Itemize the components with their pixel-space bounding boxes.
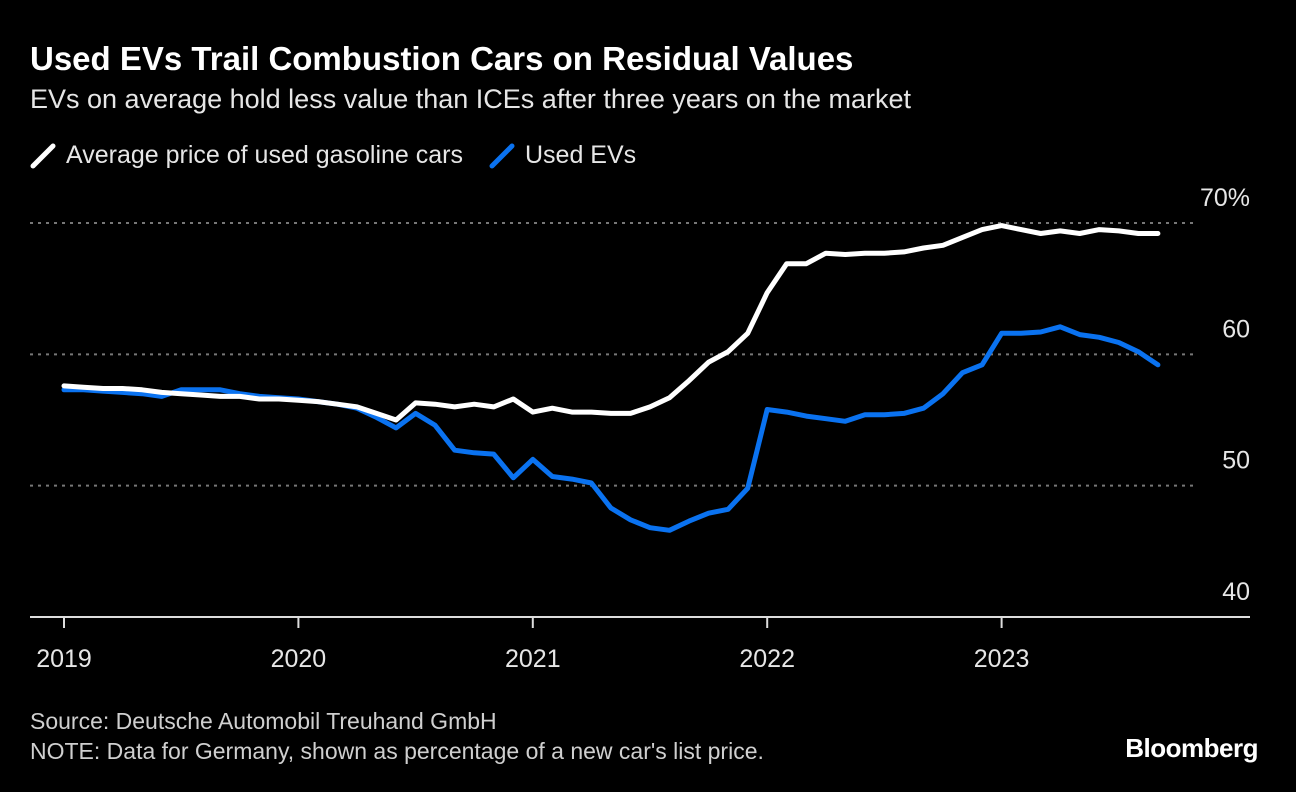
legend-label-ev: Used EVs: [525, 141, 637, 169]
legend-item-ev: Used EVs: [489, 141, 636, 170]
y-tick-label: 50: [1222, 447, 1250, 475]
source-note: Source: Deutsche Automobil Treuhand GmbH: [30, 708, 497, 734]
x-tick-label: 2020: [271, 645, 327, 673]
legend-swatch-gasoline: [30, 143, 56, 168]
data-note: NOTE: Data for Germany, shown as percent…: [30, 738, 764, 764]
legend-swatch-ev: [489, 143, 515, 168]
x-tick-label: 2022: [739, 645, 795, 673]
x-tick-label: 2023: [974, 645, 1030, 673]
legend-label-gasoline: Average price of used gasoline cars: [66, 141, 463, 169]
chart-subtitle: EVs on average hold less value than ICEs…: [30, 84, 911, 114]
series-line-gasoline: [61, 223, 1161, 423]
y-tick-label: 70%: [1200, 184, 1250, 212]
legend-item-gasoline: Average price of used gasoline cars: [30, 141, 463, 170]
y-tick-label: 60: [1222, 315, 1250, 343]
legend: Average price of used gasoline cars Used…: [30, 141, 636, 170]
series-line-ev: [61, 324, 1161, 533]
x-tick-label: 2019: [36, 645, 92, 673]
chart-title: Used EVs Trail Combustion Cars on Residu…: [30, 40, 854, 77]
x-tick-label: 2021: [505, 645, 561, 673]
y-tick-label: 40: [1222, 578, 1250, 606]
bloomberg-logo: Bloomberg: [1125, 733, 1258, 763]
